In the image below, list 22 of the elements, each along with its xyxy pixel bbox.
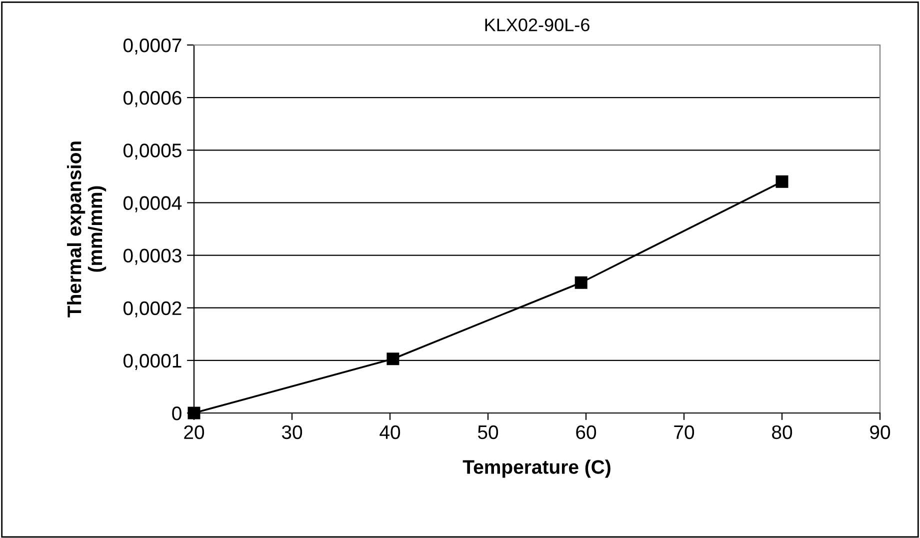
- y-tick-label: 0,0006: [123, 91, 182, 108]
- x-tick-label: 80: [772, 425, 792, 440]
- point: [574, 276, 588, 289]
- x-tick-label: 20: [184, 425, 204, 440]
- y-tick-label: 0,0005: [123, 144, 182, 160]
- x-tick-label: 30: [282, 425, 302, 440]
- y-tick-label: 0: [172, 406, 182, 420]
- y-tick-label: 0,0003: [123, 248, 182, 265]
- point: [386, 352, 400, 366]
- x-tick-label: 70: [674, 425, 694, 440]
- chart-title: KLX02-90L-6: [485, 18, 590, 32]
- x-axis-title: Temperature (C): [462, 460, 610, 478]
- y-tick-label: 0,0001: [123, 354, 182, 370]
- x-tick-label: 90: [870, 425, 890, 440]
- point: [776, 175, 788, 188]
- y-axis-title: Thermal expansion (mm/mm): [66, 142, 106, 318]
- x-tick-label: 50: [478, 425, 498, 440]
- x-tick-label: 40: [380, 425, 400, 440]
- y-tick-label: 0,0004: [123, 196, 182, 212]
- y-tick-label: 0,0007: [123, 38, 182, 55]
- y-tick-label: 0,0002: [123, 301, 182, 318]
- x-tick-label: 60: [576, 425, 596, 440]
